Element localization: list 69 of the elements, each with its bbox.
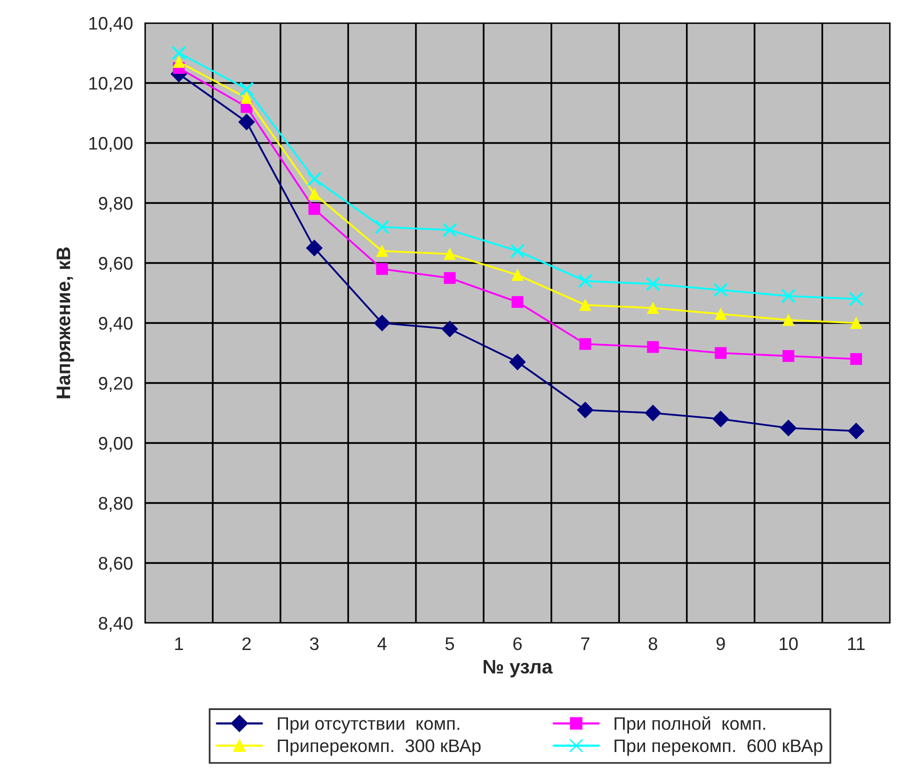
point	[510, 244, 525, 258]
point	[238, 114, 255, 130]
point	[579, 338, 592, 350]
x-tick-label: 11	[848, 638, 865, 650]
point	[509, 354, 526, 370]
point	[308, 203, 320, 215]
point	[240, 92, 252, 104]
y-tick-label: 8,40	[98, 616, 132, 632]
x-tick-label: 2	[242, 637, 251, 650]
point	[713, 282, 728, 298]
x-tick-label: 9	[716, 637, 725, 650]
x-tick-label: 4	[377, 638, 387, 650]
point	[172, 56, 185, 68]
x-tick-label: 3	[310, 637, 319, 650]
point	[780, 420, 797, 436]
point	[442, 320, 458, 338]
point	[374, 220, 390, 234]
y-tick-label: 9,40	[98, 316, 132, 332]
y-tick-label: 10,20	[89, 76, 132, 92]
point	[850, 317, 862, 329]
legend-label: Приперекомп. 300 кВАр	[278, 739, 481, 756]
point	[442, 222, 458, 238]
legend-label: При отсутствии комп.	[278, 717, 460, 734]
point	[374, 314, 390, 332]
point	[850, 353, 862, 365]
y-tick-label: 9,20	[98, 376, 132, 392]
point	[512, 296, 524, 308]
point	[306, 240, 323, 256]
point	[714, 347, 727, 359]
point	[376, 263, 388, 275]
y-tick-label: 10,00	[89, 136, 132, 152]
x-tick-label: 7	[581, 638, 590, 650]
point	[644, 404, 662, 422]
x-tick-label: 5	[445, 638, 454, 650]
point	[782, 350, 794, 362]
x-tick-label: 8	[648, 637, 658, 650]
point	[579, 299, 592, 311]
x-tick-label: 6	[513, 637, 522, 650]
point	[444, 248, 456, 260]
x-axis-title: № узла	[484, 660, 553, 678]
point	[646, 276, 660, 292]
point	[714, 308, 727, 320]
y-tick-label: 8,60	[98, 556, 132, 572]
point	[712, 410, 729, 428]
point	[172, 46, 186, 60]
point	[848, 292, 864, 306]
y-tick-label: 9,60	[98, 256, 132, 272]
point	[578, 274, 593, 288]
point	[647, 302, 659, 314]
y-tick-label: 9,00	[98, 436, 132, 452]
point	[239, 82, 254, 96]
legend-label: При полной комп.	[614, 716, 766, 734]
x-tick-label: 1	[175, 638, 184, 650]
legend-label: При перекомп. 600 кВАр	[614, 739, 822, 756]
point	[782, 314, 794, 326]
point	[512, 269, 524, 281]
y-tick-label: 10,40	[89, 16, 132, 32]
y-axis-title: Напряжение, кВ	[56, 247, 74, 398]
point	[308, 188, 320, 200]
point	[848, 422, 864, 440]
y-tick-label: 8,80	[98, 496, 132, 512]
x-tick-label: 10	[780, 637, 798, 650]
point	[444, 272, 456, 284]
point	[781, 288, 796, 304]
y-tick-label: 9,80	[98, 196, 132, 212]
point	[307, 172, 322, 186]
point	[577, 402, 594, 418]
point	[647, 341, 659, 353]
point	[376, 245, 388, 257]
